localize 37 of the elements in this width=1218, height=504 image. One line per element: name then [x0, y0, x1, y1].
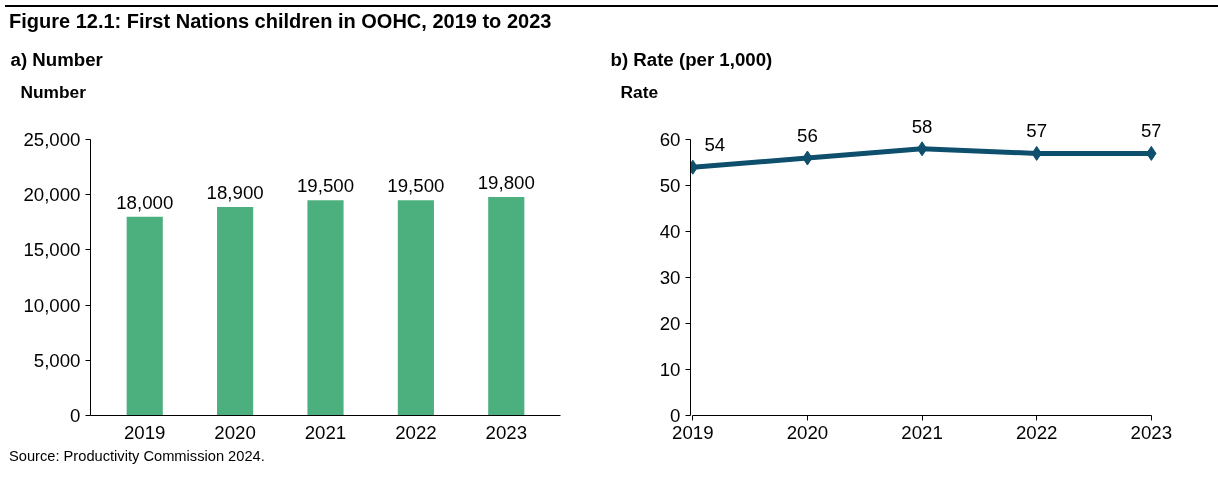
y-tick-label: 10,000	[23, 294, 81, 316]
y-tick-label: 30	[659, 266, 681, 288]
data-label: 54	[704, 133, 726, 155]
chart-title: Figure 12.1: First Nations children in OOHC, 2019 to 2023	[9, 9, 552, 34]
x-tick-label: 2020	[214, 421, 256, 443]
data-label: 57	[1140, 119, 1162, 141]
y-axis-title: Number	[20, 81, 87, 102]
text: 19,800	[477, 171, 535, 193]
text: 19,500	[296, 174, 355, 196]
x-tick-label: 2020	[786, 421, 829, 443]
x-tick-label: 2021	[304, 421, 347, 443]
y-tick-label: 10	[659, 358, 681, 380]
x-tick-label: 2022	[395, 421, 437, 443]
text: 18,900	[206, 181, 264, 203]
y-tick-label: 5,000	[33, 349, 81, 371]
x-tick-label: 2022	[1015, 421, 1058, 443]
x-tick-label: 2021	[901, 421, 943, 443]
x-tick-label: 2023	[485, 421, 528, 443]
data-label: 58	[911, 115, 933, 137]
y-tick-label: 25,000	[23, 128, 81, 150]
source-note: Source: Productivity Commission 2024.	[9, 446, 265, 466]
chart-subtitle: a) Number	[10, 48, 103, 70]
y-tick-label: 20,000	[23, 183, 81, 205]
text: 19,500	[387, 174, 445, 196]
chart-subtitle: b) Rate (per 1,000)	[610, 48, 773, 70]
y-tick-label: 50	[659, 174, 681, 196]
y-tick-label: 0	[70, 404, 81, 426]
y-tick-label: 15,000	[23, 239, 81, 261]
x-tick-label: 2019	[123, 421, 166, 443]
data-label: 57	[1026, 119, 1048, 141]
y-tick-label: 40	[659, 220, 681, 242]
y-tick-label: 60	[659, 128, 681, 150]
data-label: 56	[797, 124, 818, 146]
y-axis-title: Rate	[620, 81, 659, 102]
x-tick-label: 2023	[1130, 421, 1173, 443]
y-tick-label: 20	[659, 312, 681, 334]
text: 18,000	[116, 191, 174, 213]
